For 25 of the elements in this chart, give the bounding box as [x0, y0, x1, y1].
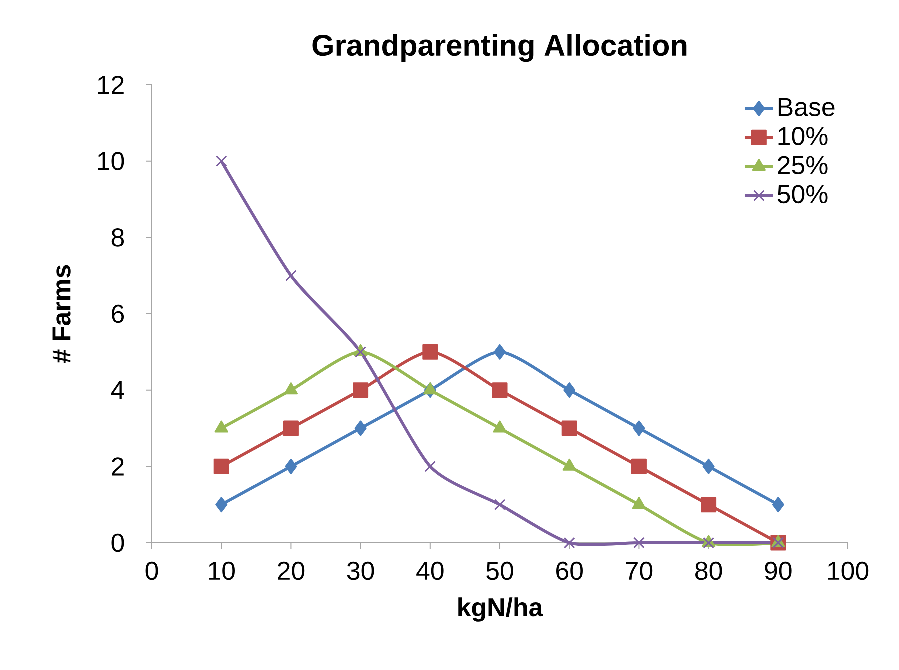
y-tick-label: 2: [112, 458, 124, 476]
x-tick-label: 80: [696, 562, 722, 580]
x-tick-label: 50: [486, 562, 514, 580]
x-tick-label: 100: [828, 562, 869, 580]
legend-label: 25%: [778, 156, 828, 175]
x-tick-label: 0: [146, 562, 158, 580]
y-axis-title: # Farms: [52, 265, 71, 364]
x-tick-label: 10: [209, 562, 235, 580]
y-tick-label: 4: [111, 381, 124, 400]
legend-label: Base: [778, 98, 835, 116]
x-tick-label: 40: [416, 562, 444, 580]
y-tick-label: 8: [112, 228, 124, 247]
x-tick-label: 90: [765, 562, 792, 580]
y-tick-label: 0: [112, 534, 124, 552]
y-tick-label: 10: [98, 152, 124, 170]
y-tick-label: 6: [112, 304, 124, 324]
x-tick-label: 70: [626, 562, 653, 580]
x-axis-title: kgN/ha: [458, 598, 544, 622]
legend-label: 10%: [778, 127, 828, 146]
x-tick-label: 60: [556, 562, 583, 580]
x-tick-label: 30: [347, 562, 374, 580]
legend-label: 50%: [778, 185, 828, 204]
chart-title: Grandparenting Allocation: [312, 34, 687, 62]
x-tick-label: 20: [278, 562, 305, 580]
y-tick-label: 12: [98, 76, 124, 94]
